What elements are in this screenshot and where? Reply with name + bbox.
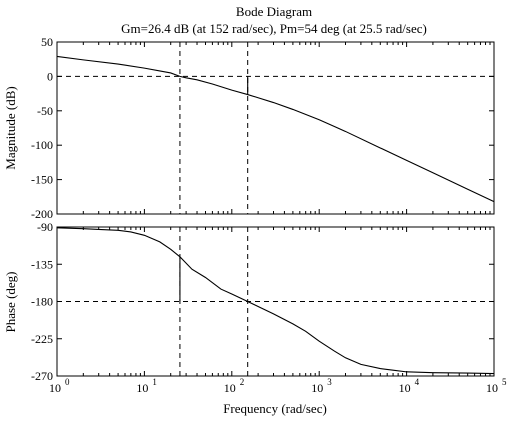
phase-x-tick-exponent: 4 <box>415 377 420 387</box>
chart-subtitle: Gm=26.4 dB (at 152 rad/sec), Pm=54 deg (… <box>121 21 427 36</box>
magnitude-plot-frame <box>56 41 495 215</box>
phase-y-tick-label: -135 <box>31 257 53 271</box>
phase-y-tick-label: -180 <box>31 295 53 309</box>
phase-y-tick-label: -90 <box>37 220 53 234</box>
magnitude-y-tick-label: -150 <box>31 173 53 187</box>
phase-x-tick-exponent: 1 <box>152 377 157 387</box>
phase-response-curve <box>56 227 495 375</box>
phase-x-tick-label: 10 <box>311 381 323 395</box>
chart-title: Bode Diagram <box>236 4 312 19</box>
x-axis-label: Frequency (rad/sec) <box>223 401 327 416</box>
magnitude-plot-layer: 50 0 -50 -100 -150 -200 <box>31 35 495 221</box>
phase-x-tick-label: 10 <box>136 381 148 395</box>
phase-x-tick-label: 10 <box>224 381 236 395</box>
phase-y-axis-label: Phase (deg) <box>3 271 18 332</box>
magnitude-y-tick-label: 50 <box>41 35 53 49</box>
phase-x-tick-label: 10 <box>399 381 411 395</box>
phase-y-tick-label: -270 <box>31 369 53 383</box>
magnitude-y-tick-label: 0 <box>47 69 53 83</box>
magnitude-response-curve <box>56 55 495 203</box>
magnitude-plot: 50 0 -50 -100 -150 -200 Magnitude (dB) <box>3 35 495 221</box>
magnitude-y-axis-label: Magnitude (dB) <box>3 86 18 169</box>
phase-x-tick-exponent: 2 <box>240 377 245 387</box>
phase-x-tick-label: 10 <box>49 381 61 395</box>
magnitude-y-tick-label: -200 <box>31 207 53 221</box>
phase-y-tick-label: -225 <box>31 332 53 346</box>
magnitude-y-tick-label: -100 <box>31 138 53 152</box>
magnitude-y-tick-label: -50 <box>37 104 53 118</box>
phase-x-tick-exponent: 3 <box>327 377 332 387</box>
phase-x-tick-exponent: 0 <box>65 377 70 387</box>
phase-x-tick-label: 10 <box>486 381 498 395</box>
phase-x-tick-exponent: 5 <box>502 377 507 387</box>
